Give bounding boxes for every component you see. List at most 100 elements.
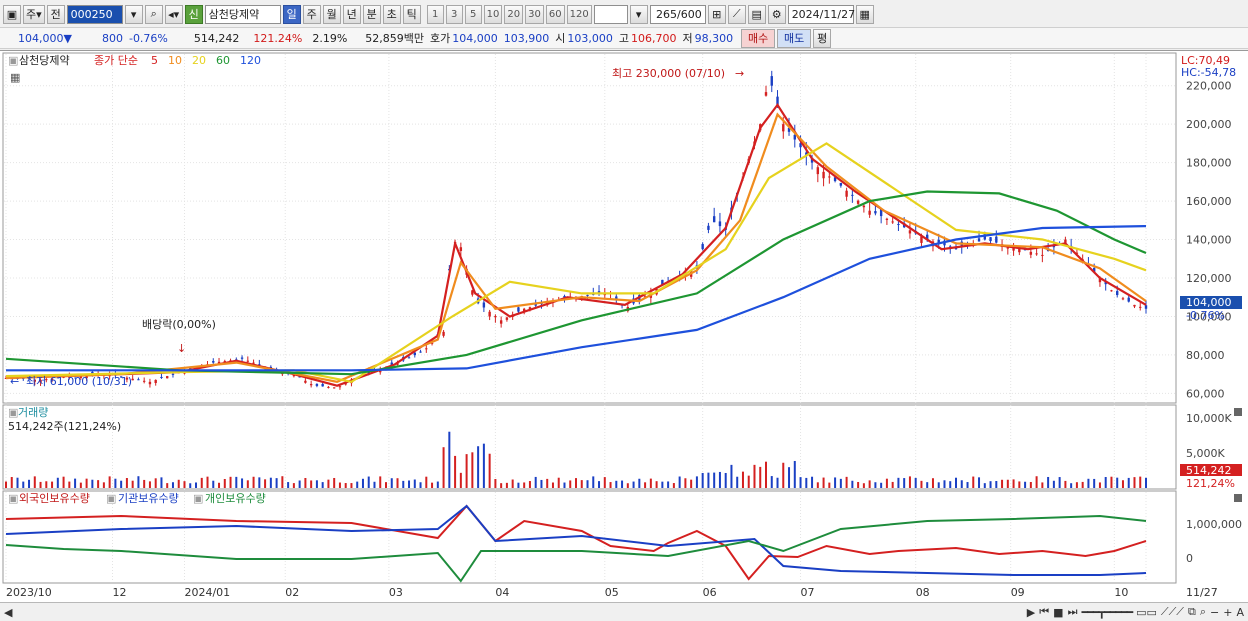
candle-body [949, 246, 952, 248]
volume-bar [275, 478, 278, 488]
calendar-icon[interactable]: ▦ [855, 4, 874, 24]
volume-bar [425, 476, 428, 488]
volume-bar [419, 482, 422, 488]
volume-bar [442, 447, 445, 488]
stock-chart[interactable]: 220,000 200,000 180,000 160,000 140,000 120,0… [0, 51, 1248, 603]
min-arrow-icon: ← [10, 375, 19, 388]
gear-icon[interactable]: ⚙ [767, 4, 786, 24]
interval-button-7[interactable]: 120 [566, 4, 592, 24]
zoom-icon[interactable]: ⌕ [1199, 605, 1207, 618]
zoom-out-icon[interactable]: − [1210, 605, 1220, 619]
volume-bar [477, 446, 480, 488]
scroll-right-icon[interactable]: ▶ [1026, 605, 1036, 619]
date-input[interactable]: 2024/11/27 [787, 4, 855, 24]
period-button-0[interactable]: 일 [282, 4, 301, 24]
period-button-3[interactable]: 년 [342, 4, 361, 24]
draw-tool-icon[interactable]: ⟋ [727, 4, 746, 24]
interval-button-2[interactable]: 5 [464, 4, 482, 24]
window-icon[interactable]: ▣ [3, 4, 21, 24]
zoom-in-icon[interactable]: + [1223, 605, 1233, 619]
interval-button-6[interactable]: 60 [545, 4, 565, 24]
volume-panel-icon[interactable]: ▣ [8, 406, 18, 419]
candle-body [131, 378, 134, 381]
stop-icon[interactable]: ■ [1053, 605, 1064, 619]
volume-bar [1047, 476, 1050, 488]
interval-input[interactable] [593, 4, 628, 24]
font-size-icon[interactable]: A [1236, 605, 1244, 619]
volume-bar [402, 480, 405, 488]
volume-bar [943, 480, 946, 488]
panel-menu-icon[interactable]: ▣ [8, 54, 18, 67]
holdings-axis-zero: 0 [1186, 552, 1193, 565]
search-icon[interactable]: ⌕ [144, 4, 163, 24]
scroll-left-icon[interactable]: ◀ [4, 605, 13, 619]
speaker-icon[interactable]: ◂▾ [164, 4, 183, 24]
volume-bar [56, 477, 59, 488]
table-icon[interactable]: ▦ [10, 71, 20, 84]
stock-name-field[interactable]: 삼천당제약 [204, 4, 281, 24]
layout-icon[interactable]: ▭▭ [1136, 605, 1157, 619]
volume-close-icon[interactable] [1234, 408, 1242, 416]
copy-icon[interactable]: ⧉ [1188, 605, 1196, 618]
volume-bar [125, 478, 128, 488]
candle-body [45, 379, 48, 381]
indicator-icon[interactable]: ⊞ [707, 4, 726, 24]
volume-bar [258, 477, 261, 488]
volume-bar [356, 481, 359, 488]
volume-bar [385, 482, 387, 488]
trade-amount: 52,859백만 [365, 32, 425, 45]
volume-bar [672, 483, 675, 488]
volume-bar [281, 476, 284, 488]
lc-label: LC:70,49 [1181, 54, 1230, 67]
save-icon[interactable]: ▤ [747, 4, 766, 24]
volume-bar [223, 478, 226, 488]
period-button-5[interactable]: 초 [382, 4, 401, 24]
volume-bar [1116, 477, 1119, 488]
buy-button[interactable]: 매수 [741, 28, 776, 48]
candle-body [897, 224, 900, 226]
candle-body [246, 360, 250, 362]
period-button-4[interactable]: 분 [362, 4, 381, 24]
zoom-slider[interactable]: ━━━┳━━━━━ [1081, 605, 1133, 619]
interval-button-3[interactable]: 10 [483, 4, 503, 24]
period-unit-dropdown[interactable]: 주 ▾ [23, 4, 45, 24]
period-button-6[interactable]: 틱 [402, 4, 421, 24]
tools-icon[interactable]: ⟋⟋⟋ [1160, 605, 1184, 618]
volume-bar [885, 478, 888, 488]
bottom-scrollbar[interactable]: ◀ ▶ ⏮ ■ ⏭ ━━━┳━━━━━ ▭▭ ⟋⟋⟋ ⧉ ⌕ − + A [0, 602, 1248, 621]
period-button-1[interactable]: 주 [302, 4, 321, 24]
code-dropdown-icon[interactable]: ▾ [124, 4, 143, 24]
stock-code-input[interactable]: 000250 [66, 4, 123, 24]
candle-body [62, 376, 65, 378]
interval-dropdown-icon[interactable]: ▾ [629, 4, 648, 24]
interval-button-4[interactable]: 20 [504, 4, 524, 24]
holdings-panel-icon[interactable]: ▣ [8, 492, 18, 505]
time-axis-label: 2024/01 [184, 586, 230, 599]
sell-button[interactable]: 매도 [777, 28, 812, 48]
prev-button[interactable]: 전 [46, 4, 65, 24]
holdings-close-icon[interactable] [1234, 494, 1242, 502]
rewind-icon[interactable]: ⏮ [1039, 605, 1050, 618]
candle-body [50, 378, 54, 381]
candle-body [586, 294, 589, 296]
candle-body [805, 152, 808, 155]
chart-area[interactable]: 220,000 200,000 180,000 160,000 140,000 120,0… [0, 50, 1248, 602]
interval-button-1[interactable]: 3 [445, 4, 463, 24]
grid-lines [4, 54, 1176, 582]
fast-forward-icon[interactable]: ⏭ [1067, 605, 1078, 618]
eval-button[interactable]: 평 [813, 28, 832, 48]
time-axis-label: 04 [495, 586, 509, 599]
volume-bar [183, 481, 186, 488]
volume-bar [649, 478, 652, 488]
period-button-2[interactable]: 월 [322, 4, 341, 24]
volume-bar [759, 466, 762, 488]
volume-bar [1024, 481, 1027, 488]
candle-body [920, 236, 923, 243]
legend-ma-periods: 5 10 20 60 120 [151, 54, 261, 67]
volume-bar [523, 482, 526, 488]
interval-button-5[interactable]: 30 [525, 4, 544, 24]
volume-bar [1064, 480, 1067, 488]
volume-bar [822, 477, 825, 488]
count-input[interactable]: 265/600 [649, 4, 706, 24]
interval-button-0[interactable]: 1 [426, 4, 444, 24]
